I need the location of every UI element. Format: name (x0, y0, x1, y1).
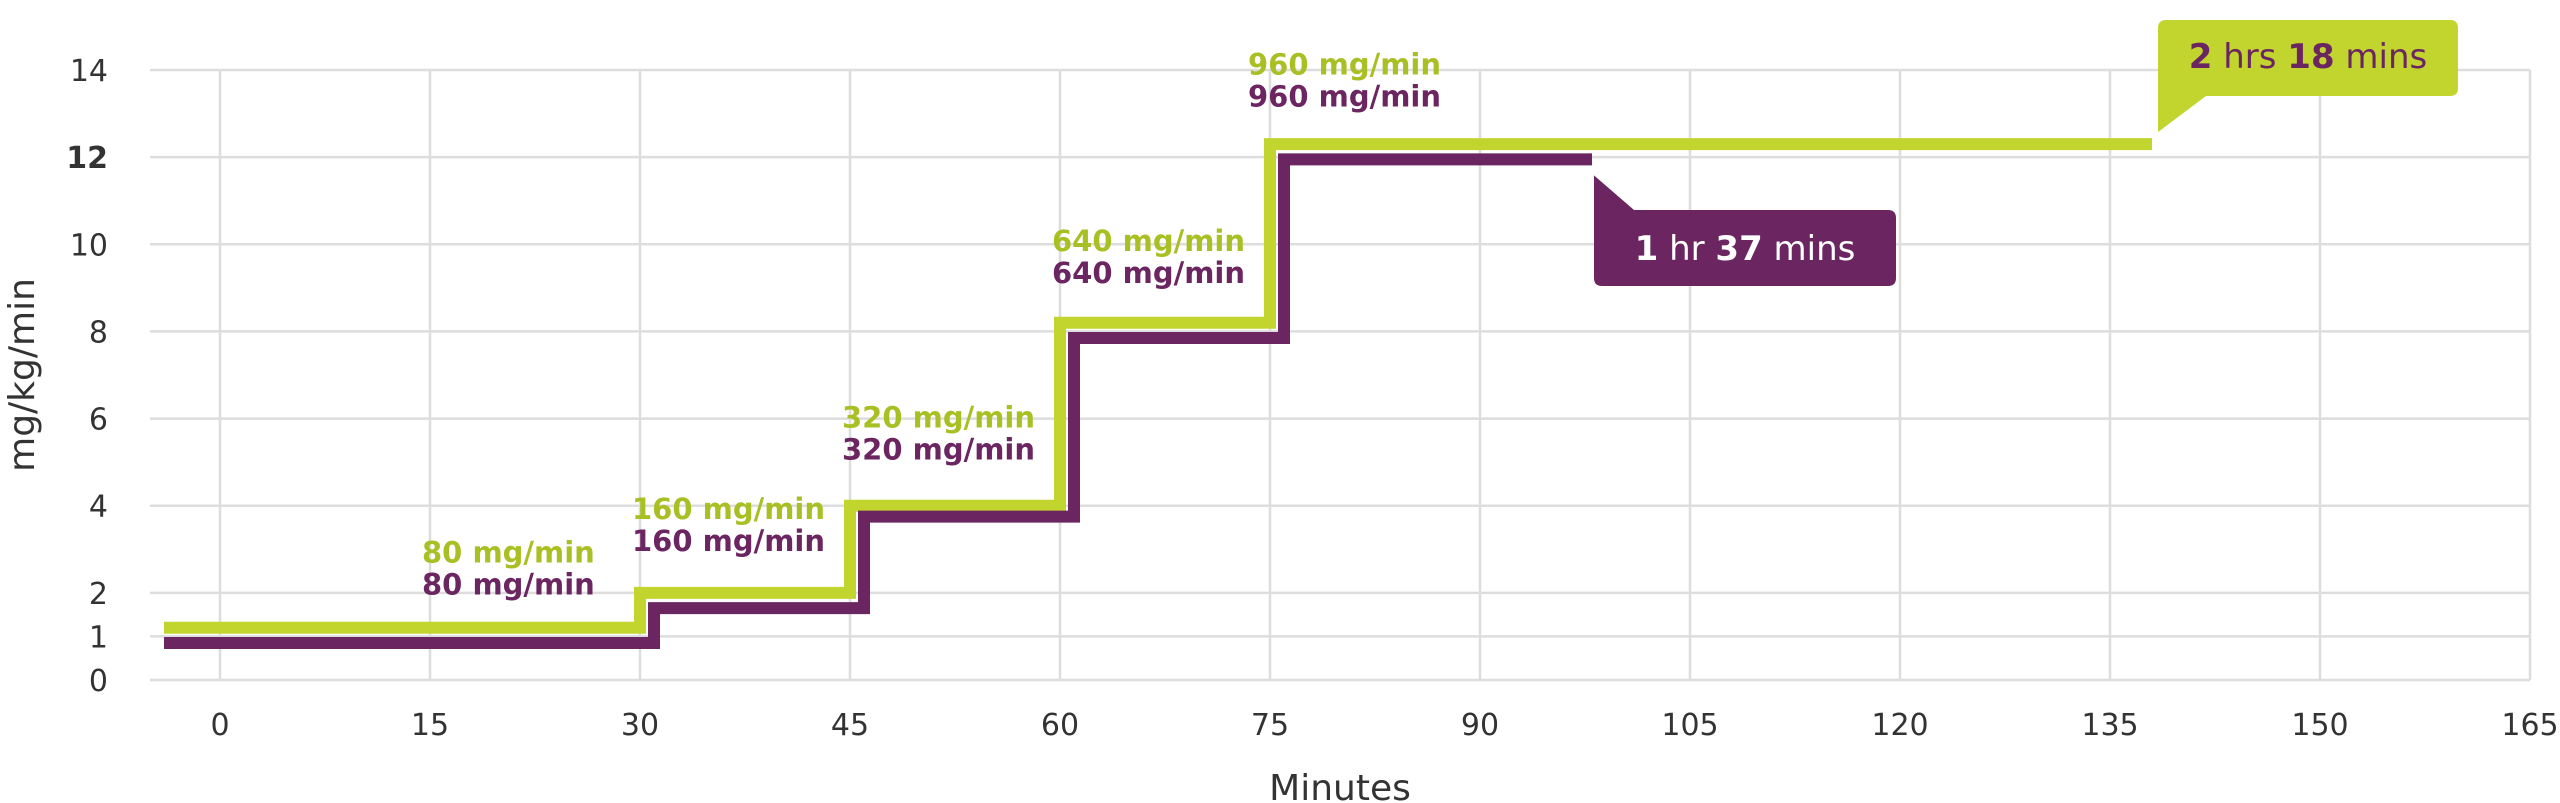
x-tick-label: 60 (1041, 708, 1079, 743)
x-axis-label: Minutes (1269, 768, 1411, 803)
callout-box-green (2158, 20, 2458, 133)
x-tick-label: 75 (1251, 708, 1289, 743)
callout-text-part: 2 (2189, 37, 2213, 77)
series-line-green (164, 138, 2152, 634)
callout-text-purple: 1 hr 37 mins (1635, 229, 1856, 269)
x-tick-label: 135 (2081, 708, 2138, 743)
y-tick-label: 0 (89, 664, 108, 699)
step-label-purple: 160 mg/min (632, 524, 825, 558)
y-tick-label: 10 (70, 228, 108, 263)
y-tick-label: 4 (89, 490, 108, 525)
step-label-purple: 640 mg/min (1052, 256, 1245, 290)
step-label-purple: 320 mg/min (842, 432, 1035, 466)
step-label-purple: 80 mg/min (422, 567, 595, 601)
x-tick-label: 0 (210, 708, 229, 743)
callout-box-purple (1594, 175, 1896, 286)
x-tick-label: 105 (1661, 708, 1718, 743)
callout-text-part: hrs (2212, 37, 2287, 77)
x-tick-label: 150 (2291, 708, 2348, 743)
duration-callout-purple: 1 hr 37 mins (1594, 175, 1896, 286)
step-label-green: 80 mg/min (422, 535, 595, 569)
step-label-purple: 960 mg/min (1248, 79, 1441, 113)
callout-text-part: 37 (1715, 229, 1762, 269)
callout-text-part: 1 (1635, 229, 1659, 269)
callout-text-part: mins (2335, 37, 2428, 77)
callout-text-part: hr (1658, 229, 1715, 269)
x-axis-ticks: 0 15 30 45 60 75 90 105 120 135 150 165 (210, 708, 2558, 743)
x-tick-label: 120 (1871, 708, 1928, 743)
callout-text-part: 18 (2287, 37, 2334, 77)
step-label-green: 640 mg/min (1052, 224, 1245, 258)
y-tick-label: 14 (70, 54, 108, 89)
y-tick-label: 12 (66, 141, 108, 176)
y-tick-label: 8 (89, 315, 108, 350)
x-tick-label: 45 (831, 708, 869, 743)
callout-text-part: mins (1763, 229, 1856, 269)
x-tick-label: 90 (1461, 708, 1499, 743)
series-line-purple (164, 153, 1592, 649)
y-tick-label: 1 (89, 620, 108, 655)
x-tick-label: 15 (411, 708, 449, 743)
series-lines (164, 138, 2152, 649)
y-tick-label: 2 (89, 577, 108, 612)
duration-callout-green: 2 hrs 18 mins (2158, 20, 2458, 133)
step-label-green: 960 mg/min (1248, 47, 1441, 81)
x-tick-label: 165 (2501, 708, 2558, 743)
y-axis-label: mg/kg/min (2, 278, 43, 472)
step-label-green: 320 mg/min (842, 400, 1035, 434)
y-tick-label: 6 (89, 403, 108, 438)
x-tick-label: 30 (621, 708, 659, 743)
step-label-green: 160 mg/min (632, 492, 825, 526)
callout-text-green: 2 hrs 18 mins (2189, 37, 2428, 77)
